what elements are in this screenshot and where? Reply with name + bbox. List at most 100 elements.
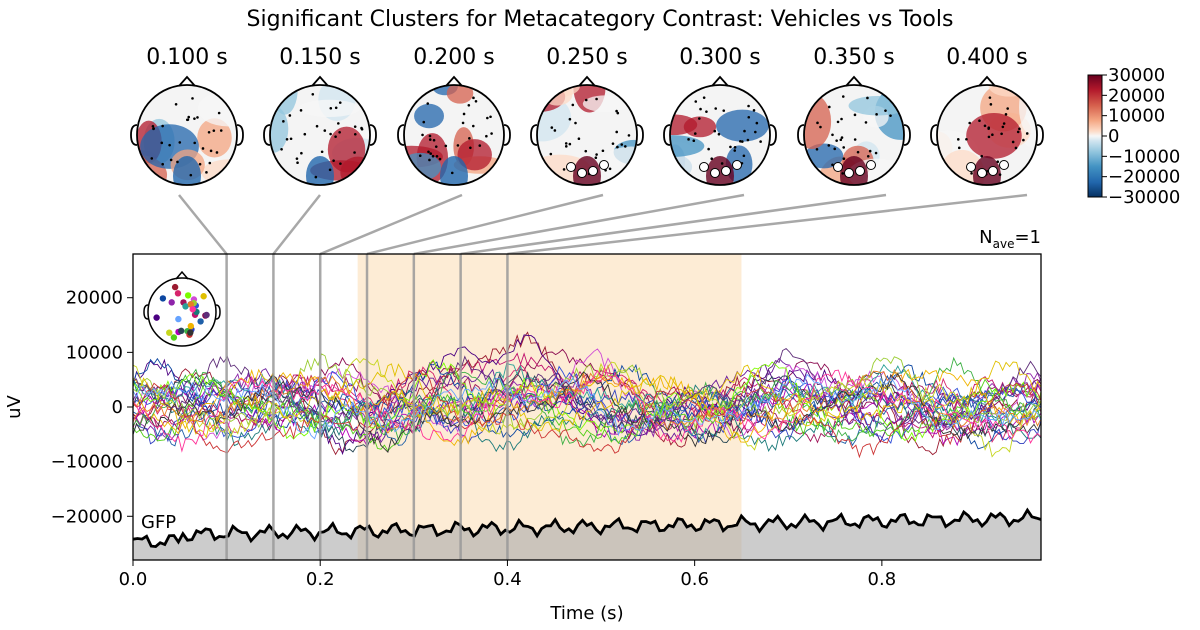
sensor-dot [842, 146, 846, 149]
sensor-dot [833, 147, 837, 151]
sensor-dot [983, 124, 987, 128]
sensor-dot [299, 109, 303, 112]
topomap-blob [457, 139, 492, 171]
sensor-dot [1006, 107, 1009, 110]
topomap-field [537, 85, 637, 185]
sensor-dot [176, 160, 179, 164]
sensor-dot [754, 130, 757, 134]
channel-trace [133, 362, 1041, 442]
sensor-dot [150, 157, 154, 160]
topomap-blob [197, 91, 237, 127]
x-tick-label: 0.6 [680, 569, 709, 590]
legend-sensor [159, 295, 167, 302]
sensor-dot [320, 150, 324, 154]
legend-sensor [175, 315, 182, 323]
connector-line [178, 194, 228, 255]
sensor-dot [996, 160, 1000, 163]
figure-title: Significant Clusters for Metacategory Co… [247, 7, 954, 32]
sensor-dot [467, 103, 471, 107]
colorbar-gradient [1087, 74, 1103, 198]
connector-line [460, 193, 887, 256]
sensor-dot [428, 158, 431, 162]
sensor-dot [864, 121, 868, 124]
topomap-blob [804, 93, 832, 149]
head-outline [936, 84, 1038, 186]
sensor-dot [334, 106, 338, 110]
topomap-blob [404, 152, 442, 181]
sensor-dot [152, 127, 155, 131]
legend-sensor [171, 283, 179, 291]
sensor-dot [743, 129, 746, 133]
legend-sensor [153, 314, 160, 321]
sensor-dot [568, 142, 572, 146]
connector-line [319, 193, 463, 256]
sensor-dot [456, 144, 460, 147]
butterfly-plot: 0.0 0.2 0.4 0.6 0.8 20000100000−10000−20000 … [4, 227, 1042, 624]
sensor-dot [471, 124, 475, 128]
sensor-dot [989, 103, 993, 106]
sensor-dot [212, 129, 216, 132]
sensor-dot [427, 150, 430, 154]
sensor-dot [186, 118, 190, 121]
topomap-2: 0.200 s [397, 45, 511, 186]
significant-sensor [588, 166, 598, 176]
significant-sensor [988, 166, 998, 176]
sensor-dot [714, 107, 718, 110]
sensor-dot [1022, 138, 1025, 142]
colorbar-tick-label: −30000 [1108, 187, 1180, 208]
sensor-dot [698, 117, 701, 120]
sensor-dot [853, 113, 857, 117]
right-ear [236, 124, 244, 146]
sensor-dot [987, 126, 991, 129]
channel-trace [133, 359, 1041, 443]
sensor-dot [595, 97, 598, 101]
nose [845, 75, 863, 87]
topomap-occipital-blob [306, 156, 334, 185]
legend-sensor [197, 318, 204, 325]
topomap-5: 0.350 s [797, 45, 911, 186]
x-tick-label: 0.2 [306, 569, 335, 590]
sensor-dot [209, 149, 213, 153]
gfp-area [133, 510, 1041, 560]
sensor-dot [338, 130, 341, 134]
sensor-dot [168, 143, 171, 147]
legend-left-ear [143, 304, 149, 320]
topomap-blob [197, 118, 232, 158]
gfp-trace-group [133, 507, 1041, 560]
sensor-dot [733, 149, 737, 152]
sensor-dot [733, 146, 737, 149]
significant-sensor [599, 160, 609, 170]
sensor-dot [315, 124, 319, 128]
topomap-time-label: 0.100 s [146, 45, 227, 70]
sensor-dot [193, 141, 196, 145]
y-tick-label: −10000 [51, 452, 123, 473]
sensor-dot [815, 147, 819, 151]
significant-sensor [866, 160, 876, 170]
sensor-dot [831, 163, 834, 167]
significant-sensor [566, 162, 576, 172]
sensor-dot [853, 138, 857, 141]
sensor-dot [720, 162, 724, 165]
sensor-dot [289, 137, 293, 141]
sensor-dot [288, 114, 292, 117]
legend-head-outline [147, 277, 217, 347]
channel-trace [133, 347, 1041, 434]
topomap-blob [340, 156, 370, 185]
topomap-0: 0.100 s [130, 45, 244, 186]
sensor-dot [988, 96, 992, 99]
sensor-dot [461, 121, 465, 125]
sensor-dot [328, 168, 332, 172]
sensor-dot [282, 120, 285, 123]
sensor-dot [474, 99, 478, 103]
sensor-dot [729, 145, 732, 149]
sensor-dot [196, 116, 199, 119]
nose [578, 75, 596, 87]
channel-trace [133, 383, 1041, 447]
sensor-dot [839, 138, 843, 142]
y-tick-label: 0 [112, 397, 123, 418]
colorbar-tick-label: 30000 [1108, 65, 1165, 86]
sensor-dot [329, 106, 333, 110]
x-axis-ticks: 0.0 0.2 0.4 0.6 0.8 [119, 560, 896, 590]
topomap-blob [715, 109, 769, 142]
x-axis-label: Time (s) [549, 603, 623, 624]
